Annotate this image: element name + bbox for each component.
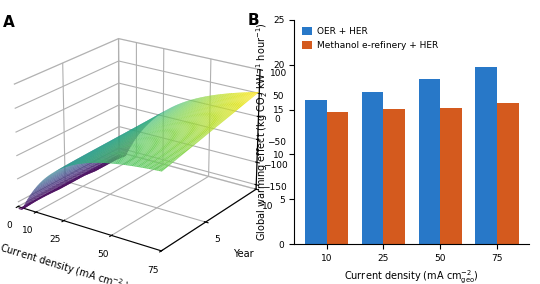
- Bar: [362, 92, 383, 244]
- Bar: [418, 79, 440, 244]
- Bar: [305, 100, 327, 244]
- Y-axis label: Year: Year: [233, 249, 253, 259]
- Bar: [327, 112, 348, 244]
- Bar: [497, 103, 518, 244]
- X-axis label: Current density (mA cm$^{-2}_{\mathrm{geo}}$): Current density (mA cm$^{-2}_{\mathrm{ge…: [345, 268, 479, 284]
- Bar: [440, 108, 462, 244]
- Bar: [383, 109, 405, 244]
- Y-axis label: Global warming effect (kg CO$_2$ kW$^{-1}$ hour$^{-1}$): Global warming effect (kg CO$_2$ kW$^{-1…: [254, 23, 271, 241]
- Legend: OER + HER, Methanol e-refinery + HER: OER + HER, Methanol e-refinery + HER: [299, 24, 441, 53]
- Bar: [475, 66, 497, 244]
- Text: A: A: [3, 15, 15, 30]
- Text: B: B: [247, 13, 259, 28]
- X-axis label: Current density (mA cm$^{-2}_{\mathrm{geo}}$): Current density (mA cm$^{-2}_{\mathrm{ge…: [0, 240, 131, 284]
